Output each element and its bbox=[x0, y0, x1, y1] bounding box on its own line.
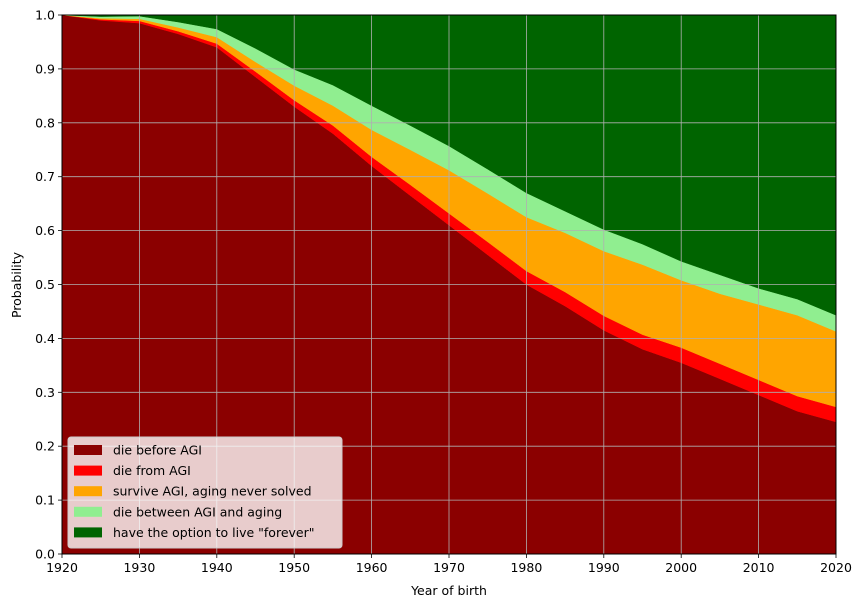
y-tick-label: 1.0 bbox=[35, 8, 55, 23]
legend-label: have the option to live "forever" bbox=[113, 525, 315, 540]
legend-swatch bbox=[74, 445, 102, 455]
y-tick-label: 0.4 bbox=[35, 331, 55, 346]
y-tick-label: 0.8 bbox=[35, 115, 55, 130]
y-tick-label: 0.3 bbox=[35, 385, 55, 400]
x-tick-label: 1950 bbox=[278, 560, 310, 575]
x-tick-label: 1970 bbox=[433, 560, 465, 575]
y-axis-ticks: 0.0 0.1 0.2 0.3 0.4 0.5 0.6 0.7 0.8 0.9 1.0 bbox=[35, 8, 62, 562]
x-tick-label: 1920 bbox=[46, 560, 78, 575]
legend-swatch bbox=[74, 506, 102, 517]
x-tick-label: 1940 bbox=[201, 560, 233, 575]
legend: die before AGI die from AGI survive AGI, a… bbox=[67, 436, 343, 549]
legend-label: die from AGI bbox=[113, 463, 191, 478]
x-tick-label: 1990 bbox=[588, 560, 620, 575]
legend-swatch bbox=[74, 486, 102, 497]
y-axis-label: Probability bbox=[9, 251, 24, 318]
x-axis-ticks: 1920 1930 1940 1950 1960 1970 1980 1990 2000 2010… bbox=[46, 554, 852, 575]
legend-label: die between AGI and aging bbox=[113, 504, 282, 519]
legend-box bbox=[67, 436, 343, 549]
x-tick-label: 1980 bbox=[510, 560, 542, 575]
y-tick-label: 0.0 bbox=[35, 547, 55, 562]
x-tick-label: 2020 bbox=[820, 560, 852, 575]
x-tick-label: 2010 bbox=[743, 560, 775, 575]
y-tick-label: 0.6 bbox=[35, 223, 55, 238]
y-tick-label: 0.9 bbox=[35, 61, 55, 76]
x-axis-label: Year of birth bbox=[410, 583, 487, 598]
legend-label: die before AGI bbox=[113, 443, 202, 458]
y-tick-label: 0.5 bbox=[35, 277, 55, 292]
y-tick-label: 0.2 bbox=[35, 439, 55, 454]
legend-label: survive AGI, aging never solved bbox=[113, 484, 312, 499]
y-tick-label: 0.7 bbox=[35, 169, 55, 184]
legend-swatch bbox=[74, 465, 102, 476]
x-tick-label: 2000 bbox=[665, 560, 697, 575]
x-tick-label: 1960 bbox=[356, 560, 388, 575]
x-tick-label: 1930 bbox=[123, 560, 155, 575]
legend-swatch bbox=[74, 527, 102, 538]
y-tick-label: 0.1 bbox=[35, 493, 55, 508]
